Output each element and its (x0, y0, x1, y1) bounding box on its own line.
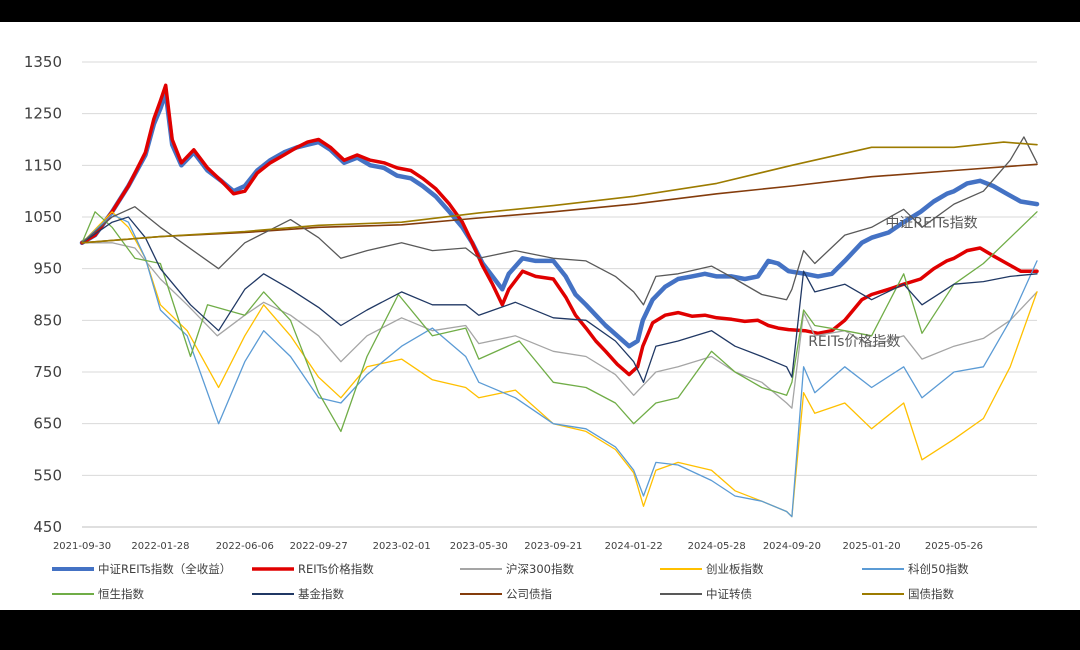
y-tick-label-450: 450 (33, 518, 62, 536)
series-2-line (81, 242, 1038, 409)
y-tick-label-750: 750 (33, 363, 62, 381)
gridlines (82, 61, 1037, 528)
x-tick-label-6: 2023-09-21 (524, 541, 582, 552)
annotations: 中证REITs指数 REITs价格指数 (808, 215, 977, 350)
series-4-line (81, 213, 1038, 518)
series-3-line (81, 211, 1038, 518)
line-chart: 450 550 650 750 850 950 1050 1150 1250 1350 2021-… (24, 53, 1040, 601)
y-axis: 450 550 650 750 850 950 1050 1150 1250 1350 (24, 53, 62, 536)
y-tick-label-1250: 1250 (24, 105, 62, 123)
legend-label-0: 中证REITs指数（全收益） (98, 562, 231, 576)
legend-label-6: 基金指数 (298, 587, 344, 601)
y-tick-label-1150: 1150 (24, 156, 62, 174)
legend-label-4: 科创50指数 (908, 562, 969, 576)
legend-label-5: 恒生指数 (98, 587, 144, 601)
x-tick-label-10: 2025-01-20 (843, 541, 901, 552)
y-tick-label-850: 850 (33, 311, 62, 329)
series-lines (79, 83, 1040, 518)
x-tick-label-5: 2023-05-30 (450, 541, 508, 552)
series-9-line (81, 141, 1038, 244)
legend: 中证REITs指数（全收益） REITs价格指数 沪深300指数 创业板指数 科创50指… (52, 562, 969, 601)
series-0-line (79, 90, 1040, 349)
series-8-line (81, 136, 1038, 306)
annotation-1: REITs价格指数 (808, 334, 900, 350)
x-tick-label-2: 2022-06-06 (216, 541, 274, 552)
annotation-0: 中证REITs指数 (885, 215, 977, 231)
y-tick-label-650: 650 (33, 415, 62, 433)
x-tick-label-8: 2024-05-28 (688, 541, 746, 552)
x-axis: 2021-09-30 2022-01-28 2022-06-06 2022-09-27… (53, 526, 1037, 552)
chart-panel: 450 550 650 750 850 950 1050 1150 1250 1350 2021-… (0, 22, 1080, 610)
series-7-line (81, 163, 1038, 244)
x-tick-label-1: 2022-01-28 (131, 541, 189, 552)
x-tick-label-4: 2023-02-01 (373, 541, 431, 552)
y-tick-label-550: 550 (33, 466, 62, 484)
series-5-line (81, 211, 1038, 433)
series-1-line (80, 83, 1039, 377)
x-tick-label-11: 2025-05-26 (925, 541, 983, 552)
legend-label-9: 国债指数 (908, 587, 954, 601)
series-6-line (81, 216, 1038, 383)
x-tick-label-3: 2022-09-27 (290, 541, 348, 552)
y-tick-label-950: 950 (33, 260, 62, 278)
x-tick-label-9: 2024-09-20 (763, 541, 821, 552)
legend-label-2: 沪深300指数 (506, 562, 574, 576)
legend-label-8: 中证转债 (706, 587, 752, 601)
y-tick-label-1050: 1050 (24, 208, 62, 226)
legend-label-3: 创业板指数 (706, 562, 764, 576)
y-tick-label-1350: 1350 (24, 53, 62, 71)
x-tick-label-0: 2021-09-30 (53, 541, 111, 552)
x-tick-label-7: 2024-01-22 (605, 541, 663, 552)
legend-label-1: REITs价格指数 (298, 562, 374, 576)
legend-label-7: 公司债指 (506, 587, 552, 601)
